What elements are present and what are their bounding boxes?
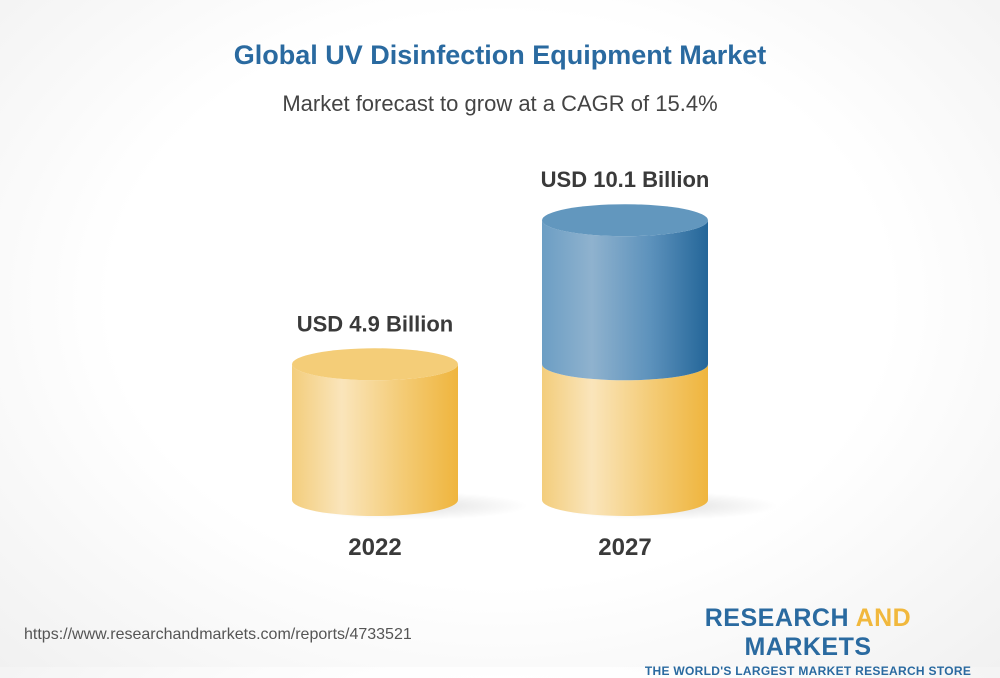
source-url[interactable]: https://www.researchandmarkets.com/repor… — [24, 626, 412, 643]
value-label: USD 10.1 Billion — [541, 167, 710, 192]
cylinder-top-2022 — [292, 348, 458, 381]
cylinder-2027-base-segment — [542, 364, 708, 516]
value-label: USD 4.9 Billion — [297, 311, 453, 336]
cylinder-top-2027 — [542, 204, 708, 237]
chart-subtitle: Market forecast to grow at a CAGR of 15.… — [282, 91, 718, 116]
research-and-markets-logo: RESEARCH AND MARKETS THE WORLD'S LARGEST… — [640, 604, 976, 678]
category-label: 2022 — [348, 534, 401, 561]
logo-tagline: THE WORLD'S LARGEST MARKET RESEARCH STOR… — [644, 664, 972, 678]
cylinder-2027-growth-segment — [542, 220, 708, 381]
chart-title: Global UV Disinfection Equipment Market — [233, 40, 767, 70]
category-label: 2027 — [598, 534, 651, 561]
cylinder-2022 — [292, 364, 458, 516]
